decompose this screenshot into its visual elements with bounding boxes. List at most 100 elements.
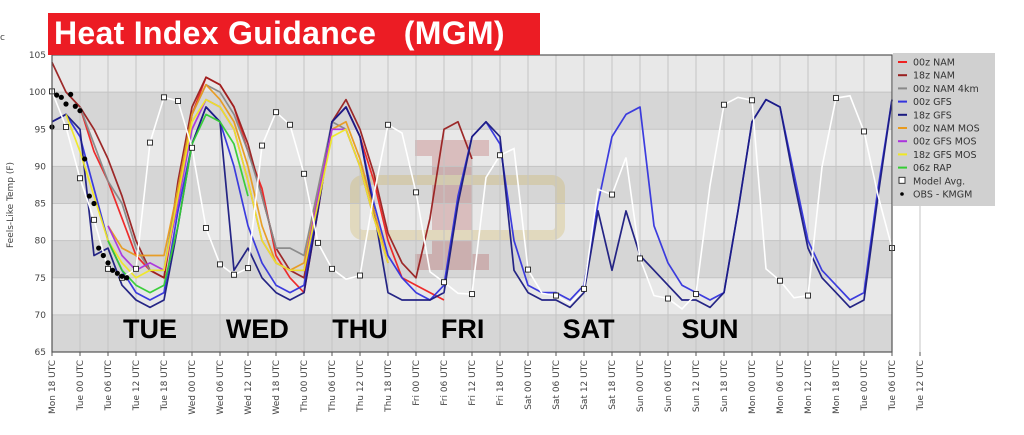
x-tick-label: Tue 18 UTC	[160, 360, 170, 411]
model-avg-point	[833, 95, 839, 102]
y-axis: 65 70 75 80 85 90 95 100 105	[29, 51, 46, 358]
legend-label: 00z GFS MOS	[913, 137, 977, 148]
obs-point	[72, 103, 78, 109]
x-tick-label: Thu 00 UTC	[300, 360, 310, 413]
legend-label: 00z NAM	[913, 58, 955, 69]
y-tick-label: 80	[35, 237, 47, 247]
model-avg-point	[161, 94, 167, 101]
x-tick-label: Thu 06 UTC	[328, 360, 338, 413]
series-layer	[51, 62, 893, 309]
model-avg-point	[133, 265, 139, 272]
x-tick-label: Mon 12 UTC	[804, 360, 814, 414]
x-tick-label: Sun 18 UTC	[720, 360, 730, 412]
obs-point	[58, 94, 64, 100]
series-00z-nam	[79, 76, 445, 301]
obs-point	[86, 193, 92, 199]
model-avg-point	[581, 285, 587, 292]
obs-point	[105, 260, 111, 266]
y-tick-label: 100	[29, 88, 46, 98]
obs-point	[54, 92, 60, 98]
y-tick-label: 75	[35, 274, 46, 284]
x-tick-label: Tue 12 UTC	[132, 360, 142, 411]
model-avg-point	[91, 216, 97, 223]
day-labels: TUE WED THU FRI SAT SUN	[123, 314, 739, 344]
series-00z-nam-4km	[79, 83, 375, 272]
legend-label: 06z RAP	[913, 163, 952, 174]
obs-point	[100, 252, 106, 259]
x-tick-label: Sat 06 UTC	[552, 360, 562, 410]
x-tick-label: Fri 00 UTC	[412, 360, 422, 406]
x-tick-label: Fri 18 UTC	[496, 360, 506, 406]
watermark-i-bottom	[415, 254, 489, 270]
model-avg-point	[497, 152, 503, 159]
model-avg-point	[105, 265, 111, 272]
day-label-tue: TUE	[123, 314, 177, 344]
legend-swatch	[900, 192, 904, 196]
x-tick-label: Wed 12 UTC	[244, 360, 254, 415]
x-tick-label: Wed 06 UTC	[216, 360, 226, 415]
model-avg-point	[245, 265, 251, 272]
model-avg-point	[203, 225, 209, 231]
day-label-wed: WED	[226, 314, 289, 344]
model-avg-point	[721, 101, 727, 108]
x-tick-label: Tue 00 UTC	[860, 360, 870, 411]
model-avg-point	[217, 261, 223, 268]
legend-box	[893, 53, 995, 206]
x-tick-label: Mon 00 UTC	[748, 360, 758, 414]
legend-label: 00z NAM 4km	[913, 84, 979, 95]
legend-label: 18z NAM	[913, 71, 955, 82]
model-avg-point	[189, 144, 195, 151]
legend-swatch	[898, 176, 906, 184]
model-avg-point	[77, 175, 83, 182]
x-tick-label: Sun 00 UTC	[636, 360, 646, 412]
x-tick-label: Fri 06 UTC	[440, 360, 450, 406]
model-avg-point	[553, 292, 559, 299]
x-tick-label: Sun 12 UTC	[692, 360, 702, 412]
model-avg-point	[301, 170, 307, 177]
x-tick-label: Sat 12 UTC	[580, 360, 590, 410]
series-00z-nam-mos	[107, 83, 389, 272]
model-avg-point	[665, 295, 671, 302]
day-label-sat: SAT	[563, 314, 616, 344]
model-avg-point	[413, 189, 419, 196]
model-avg-point	[777, 277, 783, 284]
x-tick-label: Mon 18 UTC	[48, 360, 58, 414]
model-avg-point	[357, 272, 363, 279]
legend-label: 00z NAM MOS	[913, 124, 980, 135]
obs-point	[110, 267, 116, 273]
legend-label: 18z GFS MOS	[913, 150, 977, 161]
observations-layer	[49, 91, 130, 281]
model-avg-point	[273, 109, 279, 116]
model-avg-point	[175, 98, 181, 104]
y-tick-label: 70	[35, 311, 47, 321]
model-avg-point	[63, 124, 69, 130]
day-label-thu: THU	[332, 314, 388, 344]
x-tick-label: Tue 00 UTC	[76, 360, 86, 411]
day-label-sun: SUN	[681, 314, 738, 344]
model-avg-point	[525, 266, 531, 273]
x-tick-label: Tue 06 UTC	[888, 360, 898, 411]
model-avg-point	[147, 139, 153, 146]
obs-point	[77, 108, 83, 114]
y-tick-label: 85	[35, 200, 46, 210]
obs-point	[114, 270, 120, 276]
model-avg-layer	[49, 88, 895, 310]
y-tick-label: 105	[29, 51, 46, 61]
obs-point	[82, 156, 88, 162]
model-avg-point	[287, 121, 293, 128]
x-tick-label: Sat 00 UTC	[524, 360, 534, 410]
watermark-state-band	[350, 175, 565, 240]
y-tick-label: 95	[35, 125, 46, 135]
legend-label: 18z GFS	[913, 110, 952, 121]
x-tick-label: Sat 18 UTC	[608, 360, 618, 410]
x-tick-label: Mon 18 UTC	[832, 360, 842, 414]
model-avg-point	[441, 279, 447, 286]
x-tick-label: Sun 06 UTC	[664, 360, 674, 412]
x-axis: Mon 18 UTC Tue 00 UTC Tue 06 UTC Tue 12 UTC…	[48, 352, 926, 415]
obs-point	[68, 91, 74, 97]
legend: 00z NAM 18z NAM 00z NAM 4km 00z GFS 18z GFS 0…	[893, 53, 995, 206]
series-18z-gfs-mos	[65, 98, 389, 279]
model-avg-point	[637, 255, 643, 262]
model-avg-point	[231, 271, 237, 278]
